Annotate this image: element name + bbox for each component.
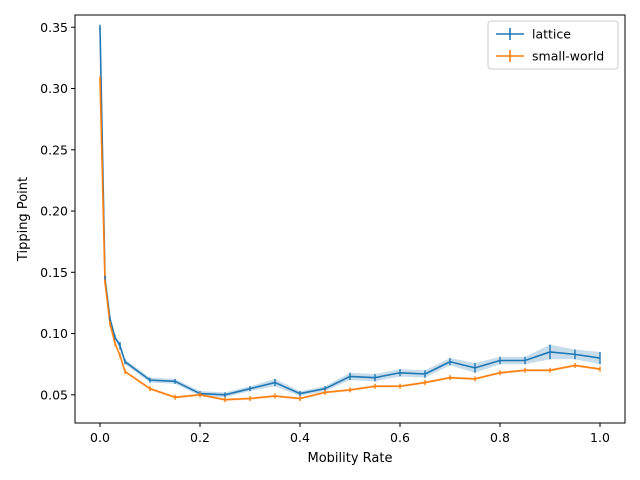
legend-label-small-world: small-world: [532, 49, 604, 64]
plot-frame: [74, 14, 626, 424]
y-tick-label: 0.25: [40, 142, 68, 157]
legend-label-lattice: lattice: [532, 27, 571, 42]
y-tick-label: 0.20: [40, 204, 68, 219]
error-band-lattice: [100, 27, 600, 398]
x-tick-label: 0.2: [190, 430, 210, 445]
x-tick-label: 0.4: [290, 430, 310, 445]
x-tick-label: 1.0: [590, 430, 610, 445]
x-tick-label: 0.8: [490, 430, 510, 445]
error-bands: [100, 27, 600, 401]
series-lines: [99, 27, 601, 401]
y-tick-label: 0.10: [40, 326, 68, 341]
x-axis-ticks: 0.0 0.2 0.4 0.6 0.8 1.0: [90, 423, 610, 445]
x-tick-label: 0.6: [390, 430, 410, 445]
y-tick-label: 0.05: [40, 387, 68, 402]
legend-box: [487, 20, 619, 70]
y-axis-label: Tipping Point: [16, 177, 31, 262]
error-band-small-world: [100, 77, 600, 401]
series-line-small-world: [99, 78, 601, 401]
series-line-lattice: [99, 27, 601, 396]
y-tick-label: 0.35: [40, 20, 68, 35]
y-tick-label: 0.30: [40, 81, 68, 96]
legend: lattice small-world: [487, 20, 619, 70]
x-axis-label: Mobility Rate: [308, 451, 393, 466]
error-bars: [99, 24, 601, 403]
y-axis-ticks: 0.05 0.10 0.15 0.20 0.25 0.30 0.35: [40, 20, 75, 402]
x-tick-label: 0.0: [90, 430, 110, 445]
y-tick-label: 0.15: [40, 265, 68, 280]
